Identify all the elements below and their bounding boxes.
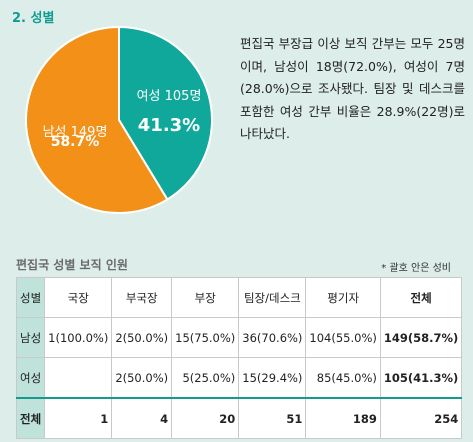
table-cell: 20 xyxy=(171,397,240,439)
table-header-row: 성별 국장 부국장 부장 팀장/데스크 평기자 전체 xyxy=(15,277,463,318)
header-department-head: 부장 xyxy=(171,277,240,318)
table-cell: 15(29.4%) xyxy=(238,357,307,399)
table-cell: 36(70.6%) xyxy=(238,317,307,358)
table-cell xyxy=(44,357,113,399)
table-cell: 104(55.0%) xyxy=(305,317,381,358)
header-total: 전체 xyxy=(379,277,463,318)
table-cell: 2(50.0%) xyxy=(111,317,173,358)
table-row-total: 전체 1 4 20 51 189 254 xyxy=(15,397,463,439)
header-team-lead-desk: 팀장/데스크 xyxy=(238,277,307,318)
table-cell-total: 149(58.7%) xyxy=(379,317,463,358)
header-gender: 성별 xyxy=(15,277,46,318)
table-cell-total: 254 xyxy=(379,397,463,439)
row-label-male: 남성 xyxy=(15,317,46,358)
table-cell: 189 xyxy=(305,397,381,439)
table-row-male: 남성 1(100.0%) 2(50.0%) 15(75.0%) 36(70.6%… xyxy=(15,317,463,358)
table-note: * 괄호 안은 성비 xyxy=(381,263,451,274)
pie-label-male: 남성 149명 xyxy=(43,125,108,140)
header-reporter: 평기자 xyxy=(305,277,381,318)
row-label-total: 전체 xyxy=(15,397,46,439)
section-title: 2. 성별 xyxy=(12,11,55,26)
table-cell: 5(25.0%) xyxy=(171,357,240,399)
table-title: 편집국 성별 보직 인원 xyxy=(16,258,128,272)
pie-pct-female: 41.3% xyxy=(138,115,200,136)
table-cell: 15(75.0%) xyxy=(171,317,240,358)
header-deputy-director: 부국장 xyxy=(111,277,173,318)
pie-label-female: 여성 105명 xyxy=(137,89,202,104)
gender-position-table: 성별 국장 부국장 부장 팀장/데스크 평기자 전체 남성 1(100.0%) … xyxy=(15,277,463,439)
pie-pct-male: 58.7% xyxy=(51,134,100,150)
table-cell-total: 105(41.3%) xyxy=(379,357,463,399)
pie-slice-male xyxy=(25,25,169,214)
table-cell: 4 xyxy=(111,397,173,439)
table-cell: 1 xyxy=(44,397,113,439)
header-director: 국장 xyxy=(44,277,113,318)
row-label-female: 여성 xyxy=(15,357,46,399)
table-cell: 1(100.0%) xyxy=(44,317,113,358)
table-cell: 85(45.0%) xyxy=(305,357,381,399)
table-cell: 51 xyxy=(238,397,307,439)
description-text: 편집국 부장급 이상 보직 간부는 모두 25명이며, 남성이 18명(72.0… xyxy=(240,36,465,141)
table-cell: 2(50.0%) xyxy=(111,357,173,399)
table-row-female: 여성 2(50.0%) 5(25.0%) 15(29.4%) 85(45.0%)… xyxy=(15,357,463,399)
